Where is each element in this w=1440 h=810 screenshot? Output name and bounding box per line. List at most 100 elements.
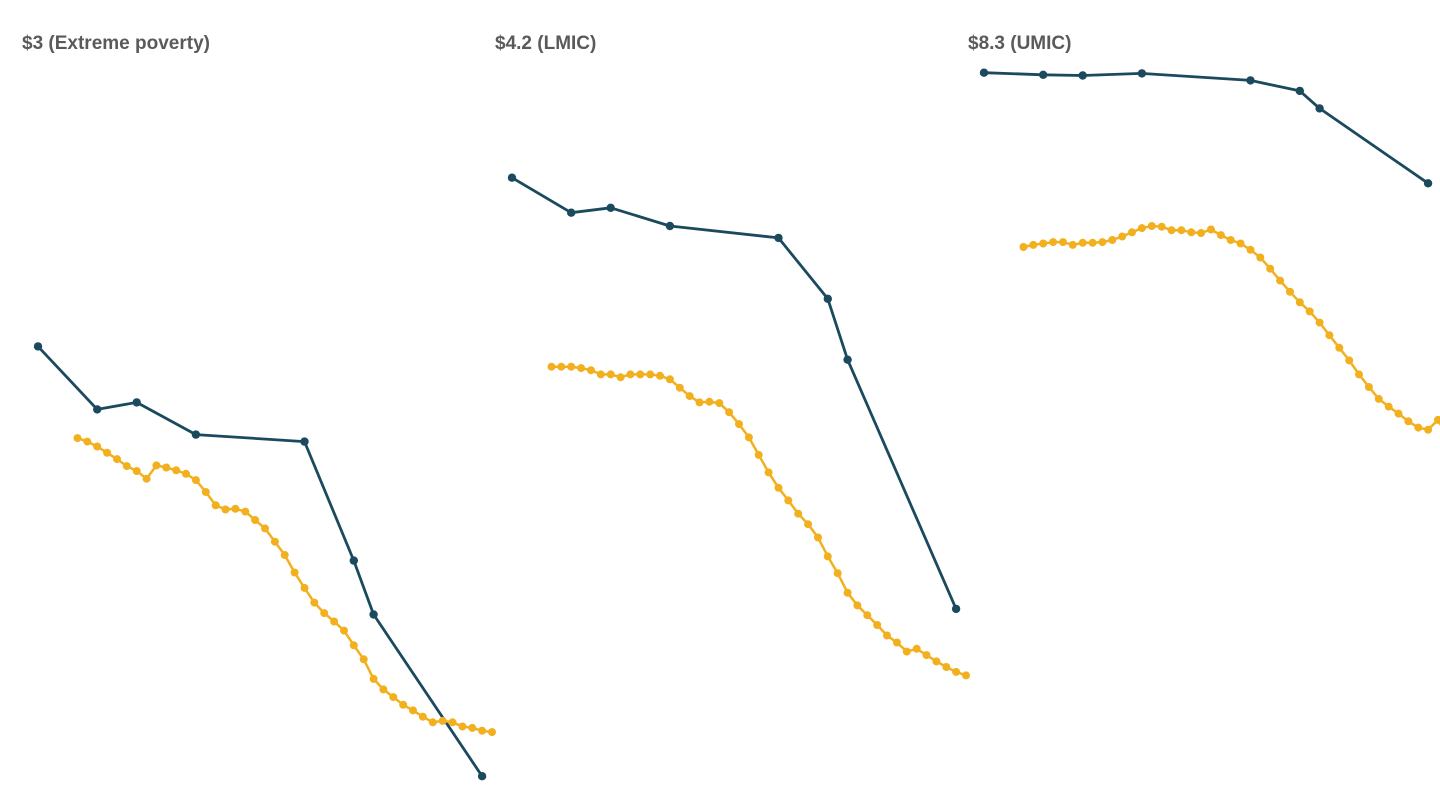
data-point xyxy=(340,626,348,635)
data-point xyxy=(1197,229,1206,237)
data-point xyxy=(1039,70,1048,80)
data-point xyxy=(418,712,427,721)
data-point xyxy=(1029,240,1038,249)
data-point xyxy=(912,644,921,653)
data-point xyxy=(942,663,951,671)
data-point xyxy=(83,437,92,446)
chart-panel-umic: $8.3 (UMIC) xyxy=(940,0,1440,810)
data-point xyxy=(892,638,901,647)
data-point xyxy=(507,173,517,182)
data-point xyxy=(191,430,201,439)
data-point xyxy=(93,442,102,451)
data-point xyxy=(587,366,595,375)
data-point xyxy=(1364,383,1373,391)
data-point xyxy=(616,373,625,382)
data-point xyxy=(725,408,734,417)
chart-title: $8.3 (UMIC) xyxy=(968,33,1072,54)
data-point xyxy=(349,556,358,565)
data-point xyxy=(794,509,803,518)
data-point xyxy=(843,588,852,597)
data-point xyxy=(182,469,190,478)
data-point xyxy=(922,651,931,660)
data-point xyxy=(764,468,773,477)
data-point xyxy=(1157,222,1166,231)
data-point xyxy=(1315,318,1324,327)
data-point xyxy=(1187,228,1196,237)
data-point xyxy=(1276,276,1285,285)
data-point xyxy=(330,617,339,626)
data-point xyxy=(241,507,250,516)
data-point xyxy=(823,294,832,303)
data-point xyxy=(488,728,496,737)
chart-panel-extreme-poverty: $3 (Extreme poverty) xyxy=(0,0,470,810)
data-point xyxy=(1315,104,1324,113)
data-point xyxy=(646,370,655,379)
data-point xyxy=(478,726,487,735)
data-point xyxy=(567,362,576,371)
data-point xyxy=(73,434,82,443)
data-point xyxy=(1207,225,1215,234)
data-point xyxy=(1424,425,1433,434)
data-point xyxy=(1423,179,1433,188)
data-point xyxy=(409,706,417,715)
data-point xyxy=(1078,238,1087,247)
chart-title: $4.2 (LMIC) xyxy=(495,33,597,54)
series-line-1-umic xyxy=(983,71,1429,185)
data-point xyxy=(873,621,882,629)
data-point xyxy=(1137,69,1147,78)
data-point xyxy=(369,610,378,619)
data-point xyxy=(567,208,576,217)
data-point xyxy=(448,718,457,727)
data-point xyxy=(369,674,378,683)
data-point xyxy=(665,375,674,384)
data-point xyxy=(596,370,605,379)
data-point xyxy=(902,647,911,656)
data-point xyxy=(1226,236,1235,244)
series-line-2-extreme-poverty xyxy=(77,436,493,734)
data-point xyxy=(1256,253,1265,262)
data-point xyxy=(883,631,891,640)
data-point xyxy=(300,583,309,592)
data-point xyxy=(823,552,832,561)
data-point xyxy=(979,68,989,77)
data-point xyxy=(142,474,151,483)
data-point xyxy=(201,488,210,496)
data-point xyxy=(162,463,171,472)
data-point xyxy=(715,399,724,408)
data-point xyxy=(290,568,299,577)
data-point xyxy=(33,342,43,351)
data-point xyxy=(1167,226,1176,235)
data-point xyxy=(1246,76,1255,85)
data-point xyxy=(952,667,961,676)
data-point xyxy=(1118,232,1127,241)
data-point xyxy=(270,537,279,546)
data-point xyxy=(1137,224,1146,233)
data-point xyxy=(932,657,941,666)
data-point xyxy=(389,693,398,702)
data-point xyxy=(1384,402,1393,411)
data-point xyxy=(606,203,615,212)
data-point xyxy=(231,504,240,513)
data-point xyxy=(705,397,714,406)
data-point xyxy=(1098,238,1107,247)
data-point xyxy=(1019,243,1028,251)
data-point xyxy=(320,609,329,618)
data-point xyxy=(113,455,121,464)
data-point xyxy=(1078,71,1087,80)
data-point xyxy=(606,370,615,379)
data-point xyxy=(359,655,368,664)
data-point xyxy=(962,671,970,680)
data-point xyxy=(132,398,141,407)
data-point xyxy=(675,383,684,392)
data-point xyxy=(428,718,437,727)
data-point xyxy=(300,437,309,446)
data-point xyxy=(1404,417,1413,426)
data-point xyxy=(744,433,753,442)
data-point xyxy=(93,405,102,414)
data-point xyxy=(656,371,664,380)
data-point xyxy=(1147,222,1156,230)
data-point xyxy=(1295,298,1304,307)
data-point xyxy=(1177,226,1186,235)
data-point xyxy=(1286,287,1294,296)
